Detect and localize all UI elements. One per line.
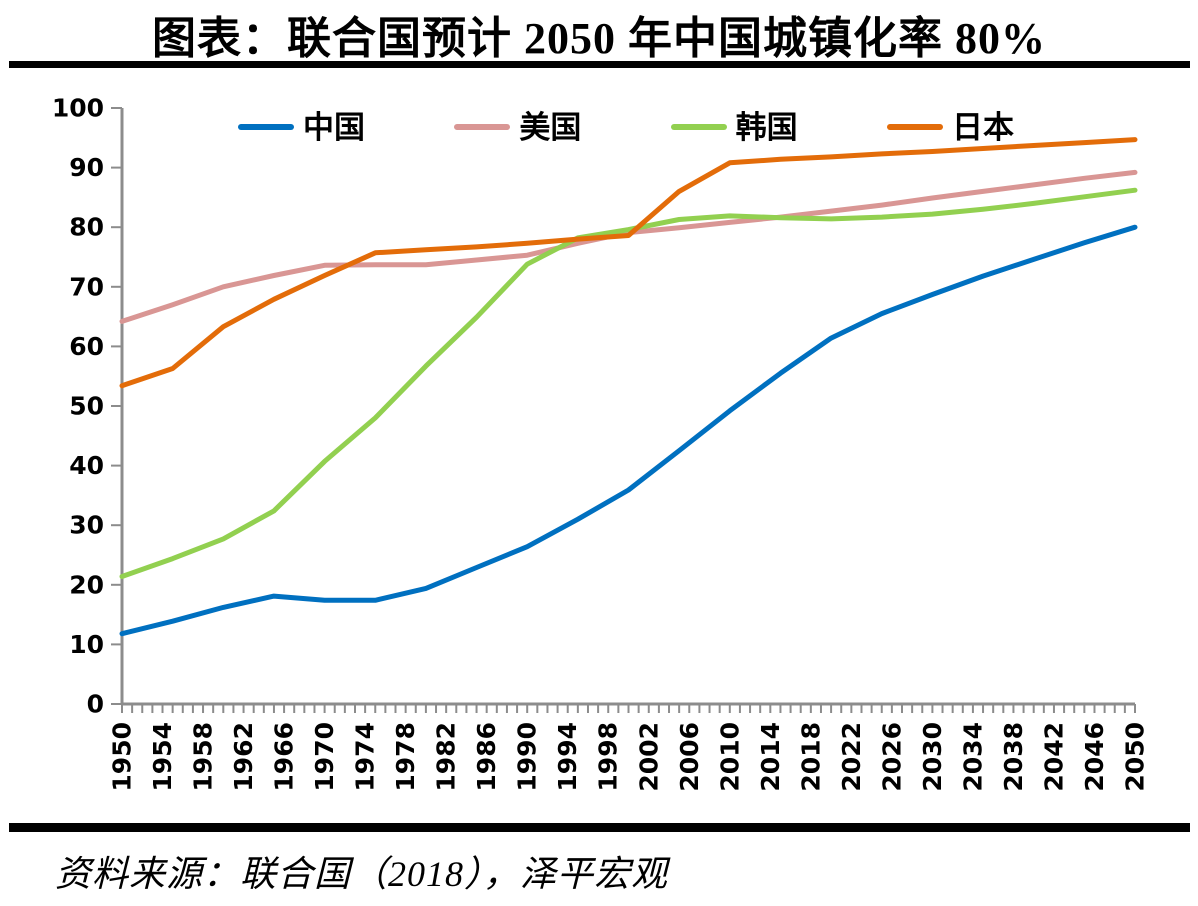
y-tick-label: 50	[69, 392, 104, 421]
x-tick-label: 2002	[634, 722, 663, 792]
x-tick-label: 2026	[877, 722, 906, 792]
x-tick-label: 2006	[675, 722, 704, 792]
x-tick-label: 1958	[189, 722, 218, 792]
x-tick-label: 2042	[1039, 722, 1068, 792]
y-tick-label: 0	[87, 690, 104, 719]
chart-legend: 中国 美国 韩国 日本	[238, 109, 1014, 145]
x-tick-label: 2046	[1080, 722, 1109, 792]
x-tick-label: 2034	[958, 722, 987, 792]
legend-swatch-korea	[670, 124, 727, 130]
legend-item-japan: 日本	[886, 109, 1014, 145]
legend-label-usa: 美国	[519, 109, 582, 145]
x-tick-label: 2014	[756, 722, 785, 792]
y-tick-label: 70	[69, 272, 104, 301]
x-tick-label: 1970	[310, 722, 339, 792]
x-tick-label: 1998	[594, 722, 623, 792]
legend-label-china: 中国	[303, 109, 365, 145]
x-tick-label: 1982	[432, 722, 461, 792]
x-tick-label: 1966	[270, 722, 299, 792]
bottom-divider-bar	[9, 823, 1190, 832]
series-line-china	[119, 224, 1138, 637]
legend-item-korea: 韩国	[670, 109, 798, 145]
series-line-korea	[119, 187, 1138, 579]
x-tick-label: 1962	[229, 722, 258, 792]
x-tick-label: 1954	[148, 722, 177, 792]
legend-swatch-japan	[886, 124, 943, 130]
y-tick-label: 90	[69, 153, 104, 182]
series-line-japan	[119, 137, 1138, 389]
y-tick-label: 10	[69, 630, 104, 659]
x-tick-label: 1986	[472, 722, 501, 792]
x-tick-label: 1990	[513, 722, 542, 792]
y-tick-label: 60	[69, 332, 104, 361]
legend-swatch-china	[238, 124, 294, 130]
legend-label-japan: 日本	[951, 109, 1014, 145]
x-tick-label: 2010	[715, 722, 744, 792]
x-tick-label: 1950	[108, 722, 137, 792]
y-tick-label: 20	[69, 570, 104, 599]
x-tick-label: 2018	[796, 722, 825, 792]
legend-item-china: 中国	[238, 112, 365, 143]
source-note: 资料来源：联合国（2018），泽平宏观	[55, 854, 669, 894]
x-tick-label: 2030	[918, 722, 947, 792]
y-tick-label: 80	[69, 213, 104, 242]
x-tick-label: 1994	[553, 722, 582, 792]
y-tick-label: 100	[52, 94, 104, 123]
y-tick-label: 40	[69, 451, 104, 480]
legend-item-usa: 美国	[454, 112, 581, 143]
chart-title: 图表：联合国预计 2050 年中国城镇化率 80%	[152, 14, 1046, 63]
x-tick-label: 2022	[837, 722, 866, 792]
x-tick-label: 1974	[351, 722, 380, 792]
top-divider-bar	[9, 61, 1190, 68]
legend-label-korea: 韩国	[735, 109, 798, 145]
x-tick-label: 2050	[1121, 722, 1150, 792]
x-tick-label: 2038	[999, 722, 1028, 792]
y-tick-label: 30	[69, 511, 104, 540]
legend-swatch-usa	[454, 124, 511, 130]
x-tick-label: 1978	[391, 722, 420, 792]
